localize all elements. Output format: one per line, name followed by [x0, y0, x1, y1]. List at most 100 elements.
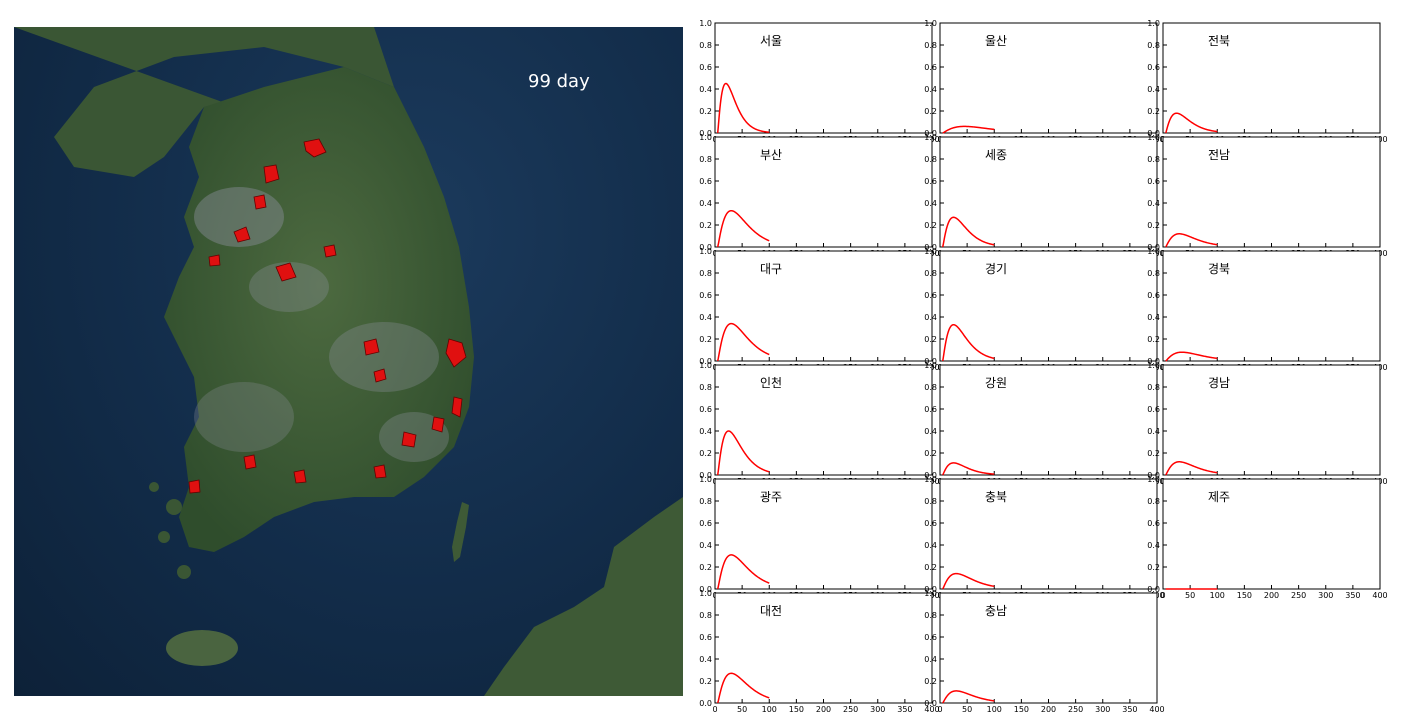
y-tick-label: 0.4	[924, 541, 937, 550]
y-tick-label: 0.6	[924, 291, 937, 300]
y-tick-label: 0.0	[924, 129, 937, 138]
x-tick-label: 400	[1149, 705, 1164, 714]
y-tick-label: 0.6	[924, 519, 937, 528]
series-line	[1165, 233, 1218, 248]
panel-frame	[714, 136, 933, 248]
panel-label: 서울	[760, 34, 782, 48]
y-tick-label: 0.0	[699, 699, 712, 708]
panel-label: 대전	[760, 604, 782, 618]
urban-area	[249, 262, 329, 312]
x-tick-label: 250	[843, 705, 858, 714]
y-tick-label: 0.2	[924, 107, 937, 116]
y-tick-label: 0.6	[924, 63, 937, 72]
panel-label: 전남	[1208, 148, 1230, 162]
y-tick-label: 0.6	[1147, 291, 1160, 300]
y-tick-label: 0.8	[699, 155, 712, 164]
panel-label: 경기	[985, 262, 1007, 276]
panel-frame	[1162, 478, 1381, 590]
y-tick-label: 0.0	[924, 699, 937, 708]
y-tick-label: 1.0	[699, 475, 712, 484]
y-tick-label: 0.8	[924, 41, 937, 50]
map-graphic	[14, 27, 683, 696]
panel-label: 제주	[1208, 490, 1230, 504]
island	[177, 565, 191, 579]
x-tick-label: 50	[962, 705, 972, 714]
y-tick-label: 1.0	[699, 247, 712, 256]
y-tick-label: 1.0	[924, 589, 937, 598]
x-tick-label: 350	[1345, 591, 1360, 600]
y-tick-label: 0.8	[924, 497, 937, 506]
y-tick-label: 0.0	[699, 129, 712, 138]
series-line	[716, 554, 770, 590]
y-tick-label: 0.8	[1147, 497, 1160, 506]
x-tick-label: 350	[1122, 705, 1137, 714]
panel-frame	[714, 364, 933, 476]
y-tick-label: 0.2	[1147, 221, 1160, 230]
panel-label: 부산	[760, 148, 782, 162]
panel-frame	[1162, 364, 1381, 476]
day-label: 99 day	[528, 71, 590, 92]
x-tick-label: 50	[1185, 591, 1195, 600]
urban-area	[329, 322, 439, 392]
panel-label: 충남	[985, 604, 1007, 618]
panel-frame	[939, 250, 1158, 362]
y-tick-label: 0.8	[1147, 41, 1160, 50]
y-tick-label: 0.4	[699, 313, 712, 322]
y-tick-label: 0.4	[924, 313, 937, 322]
y-tick-label: 0.8	[1147, 269, 1160, 278]
x-tick-label: 150	[1237, 591, 1252, 600]
y-tick-label: 0.0	[1147, 357, 1160, 366]
y-tick-label: 0.0	[924, 357, 937, 366]
series-line	[716, 430, 770, 476]
y-tick-label: 0.8	[699, 269, 712, 278]
y-tick-label: 0.4	[699, 541, 712, 550]
series-line	[942, 572, 995, 590]
panel-frame	[1162, 136, 1381, 248]
x-tick-label: 100	[762, 705, 777, 714]
x-tick-label: 400	[924, 705, 939, 714]
y-tick-label: 0.4	[1147, 313, 1160, 322]
y-tick-label: 0.6	[699, 177, 712, 186]
x-tick-label: 200	[816, 705, 831, 714]
y-tick-label: 1.0	[699, 589, 712, 598]
y-tick-label: 0.8	[924, 155, 937, 164]
y-tick-label: 0.0	[699, 471, 712, 480]
series-line	[941, 323, 995, 362]
x-tick-label: 300	[1095, 705, 1110, 714]
y-tick-label: 0.4	[924, 199, 937, 208]
y-tick-label: 0.4	[699, 427, 712, 436]
panel-label: 대구	[760, 262, 782, 276]
series-line	[716, 82, 770, 134]
panel-frame	[714, 22, 933, 134]
series-line	[941, 216, 995, 248]
x-tick-label: 400	[1372, 591, 1387, 600]
x-tick-label: 100	[987, 705, 1002, 714]
x-tick-label: 0	[937, 705, 942, 714]
x-tick-label: 200	[1041, 705, 1056, 714]
series-line	[942, 462, 995, 476]
y-tick-label: 0.0	[699, 357, 712, 366]
y-tick-label: 0.6	[924, 633, 937, 642]
y-tick-label: 1.0	[924, 361, 937, 370]
series-line	[942, 125, 995, 134]
y-tick-label: 0.8	[699, 611, 712, 620]
x-tick-label: 200	[1264, 591, 1279, 600]
y-tick-label: 0.2	[924, 335, 937, 344]
panel-frame	[1162, 250, 1381, 362]
panel-frame	[939, 478, 1158, 590]
japan-landmass	[484, 497, 683, 696]
y-tick-label: 0.6	[924, 177, 937, 186]
y-tick-label: 1.0	[1147, 475, 1160, 484]
tsushima-island	[452, 502, 469, 562]
x-tick-label: 0	[1160, 591, 1165, 600]
y-tick-label: 0.6	[1147, 405, 1160, 414]
y-tick-label: 0.2	[699, 335, 712, 344]
y-tick-label: 0.0	[1147, 243, 1160, 252]
satellite-map: 99 day	[14, 27, 683, 696]
island	[166, 499, 182, 515]
y-tick-label: 0.0	[1147, 585, 1160, 594]
x-tick-label: 300	[1318, 591, 1333, 600]
y-tick-label: 0.6	[699, 519, 712, 528]
panel-label: 강원	[985, 376, 1007, 390]
series-line	[1165, 461, 1218, 476]
